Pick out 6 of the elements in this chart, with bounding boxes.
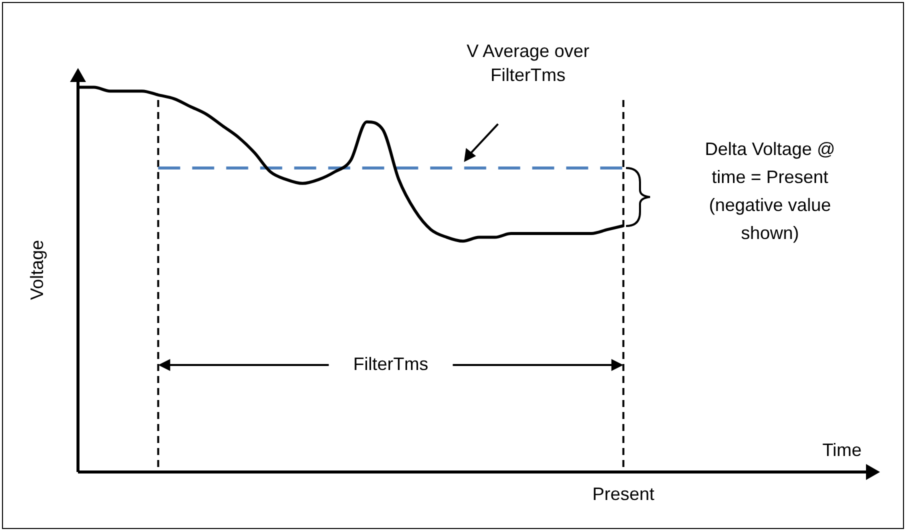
text: V Average over FilterTms bbox=[466, 40, 590, 85]
y-axis-title: Voltage bbox=[26, 240, 47, 300]
annotation: FilterTms bbox=[353, 354, 428, 374]
text: Present bbox=[592, 484, 654, 504]
x-axis-title: Time bbox=[822, 440, 862, 460]
annotation: Delta Voltage @ time = Present (negative value shown) bbox=[704, 138, 836, 243]
